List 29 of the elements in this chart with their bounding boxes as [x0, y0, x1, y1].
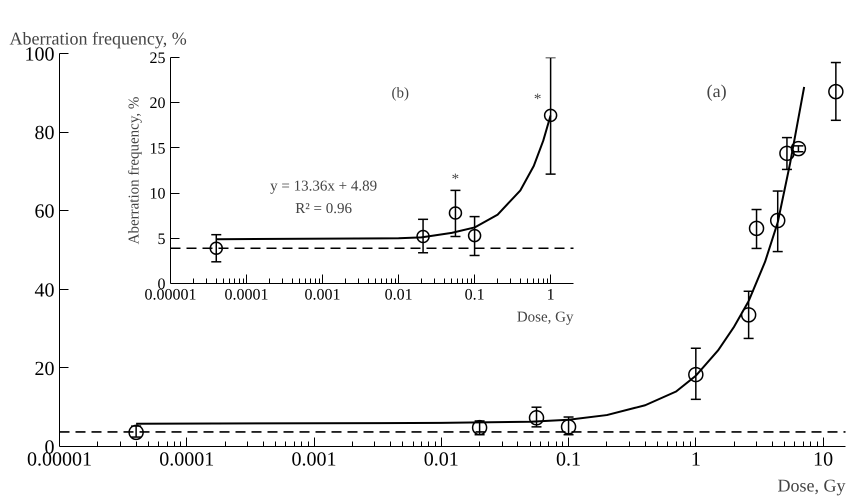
annotation: (b): [391, 86, 409, 102]
x-tick-label: 0.001: [304, 286, 341, 304]
x-tick-label: 0.0001: [224, 286, 269, 304]
x-axis-title: Dose, Gy: [778, 476, 846, 496]
y-tick-label: 60: [34, 200, 54, 223]
x-tick-label: 1: [690, 448, 701, 470]
y-tick-label: 20: [34, 358, 54, 380]
y-tick-label: 10: [150, 186, 166, 203]
x-tick-label: 0.01: [424, 448, 459, 470]
x-tick-label: 10: [813, 448, 834, 470]
annotation: (a): [706, 80, 727, 101]
annotation: *: [452, 172, 460, 188]
x-tick-label: 0.0001: [159, 448, 214, 470]
x-tick-label: 0.001: [292, 448, 337, 470]
annotation: *: [534, 91, 542, 108]
x-tick-label: 0.1: [556, 448, 582, 470]
x-axis-title: Dose, Gy: [516, 310, 574, 326]
y-axis-title: Aberration frequency, %: [126, 96, 142, 244]
annotation: R² = 0.96: [295, 200, 352, 217]
y-tick-label: 80: [34, 122, 54, 144]
y-tick-label: 40: [34, 279, 54, 302]
annotation: y = 13.36x + 4.89: [270, 178, 378, 194]
x-tick-label: 0.1: [464, 286, 485, 304]
x-tick-label: 0.01: [384, 286, 413, 304]
x-tick-label: 1: [546, 286, 555, 304]
y-tick-label: 15: [150, 140, 166, 158]
y-tick-label: 5: [158, 230, 166, 248]
y-tick-label: 20: [150, 95, 166, 112]
y-tick-label: 25: [150, 50, 166, 67]
